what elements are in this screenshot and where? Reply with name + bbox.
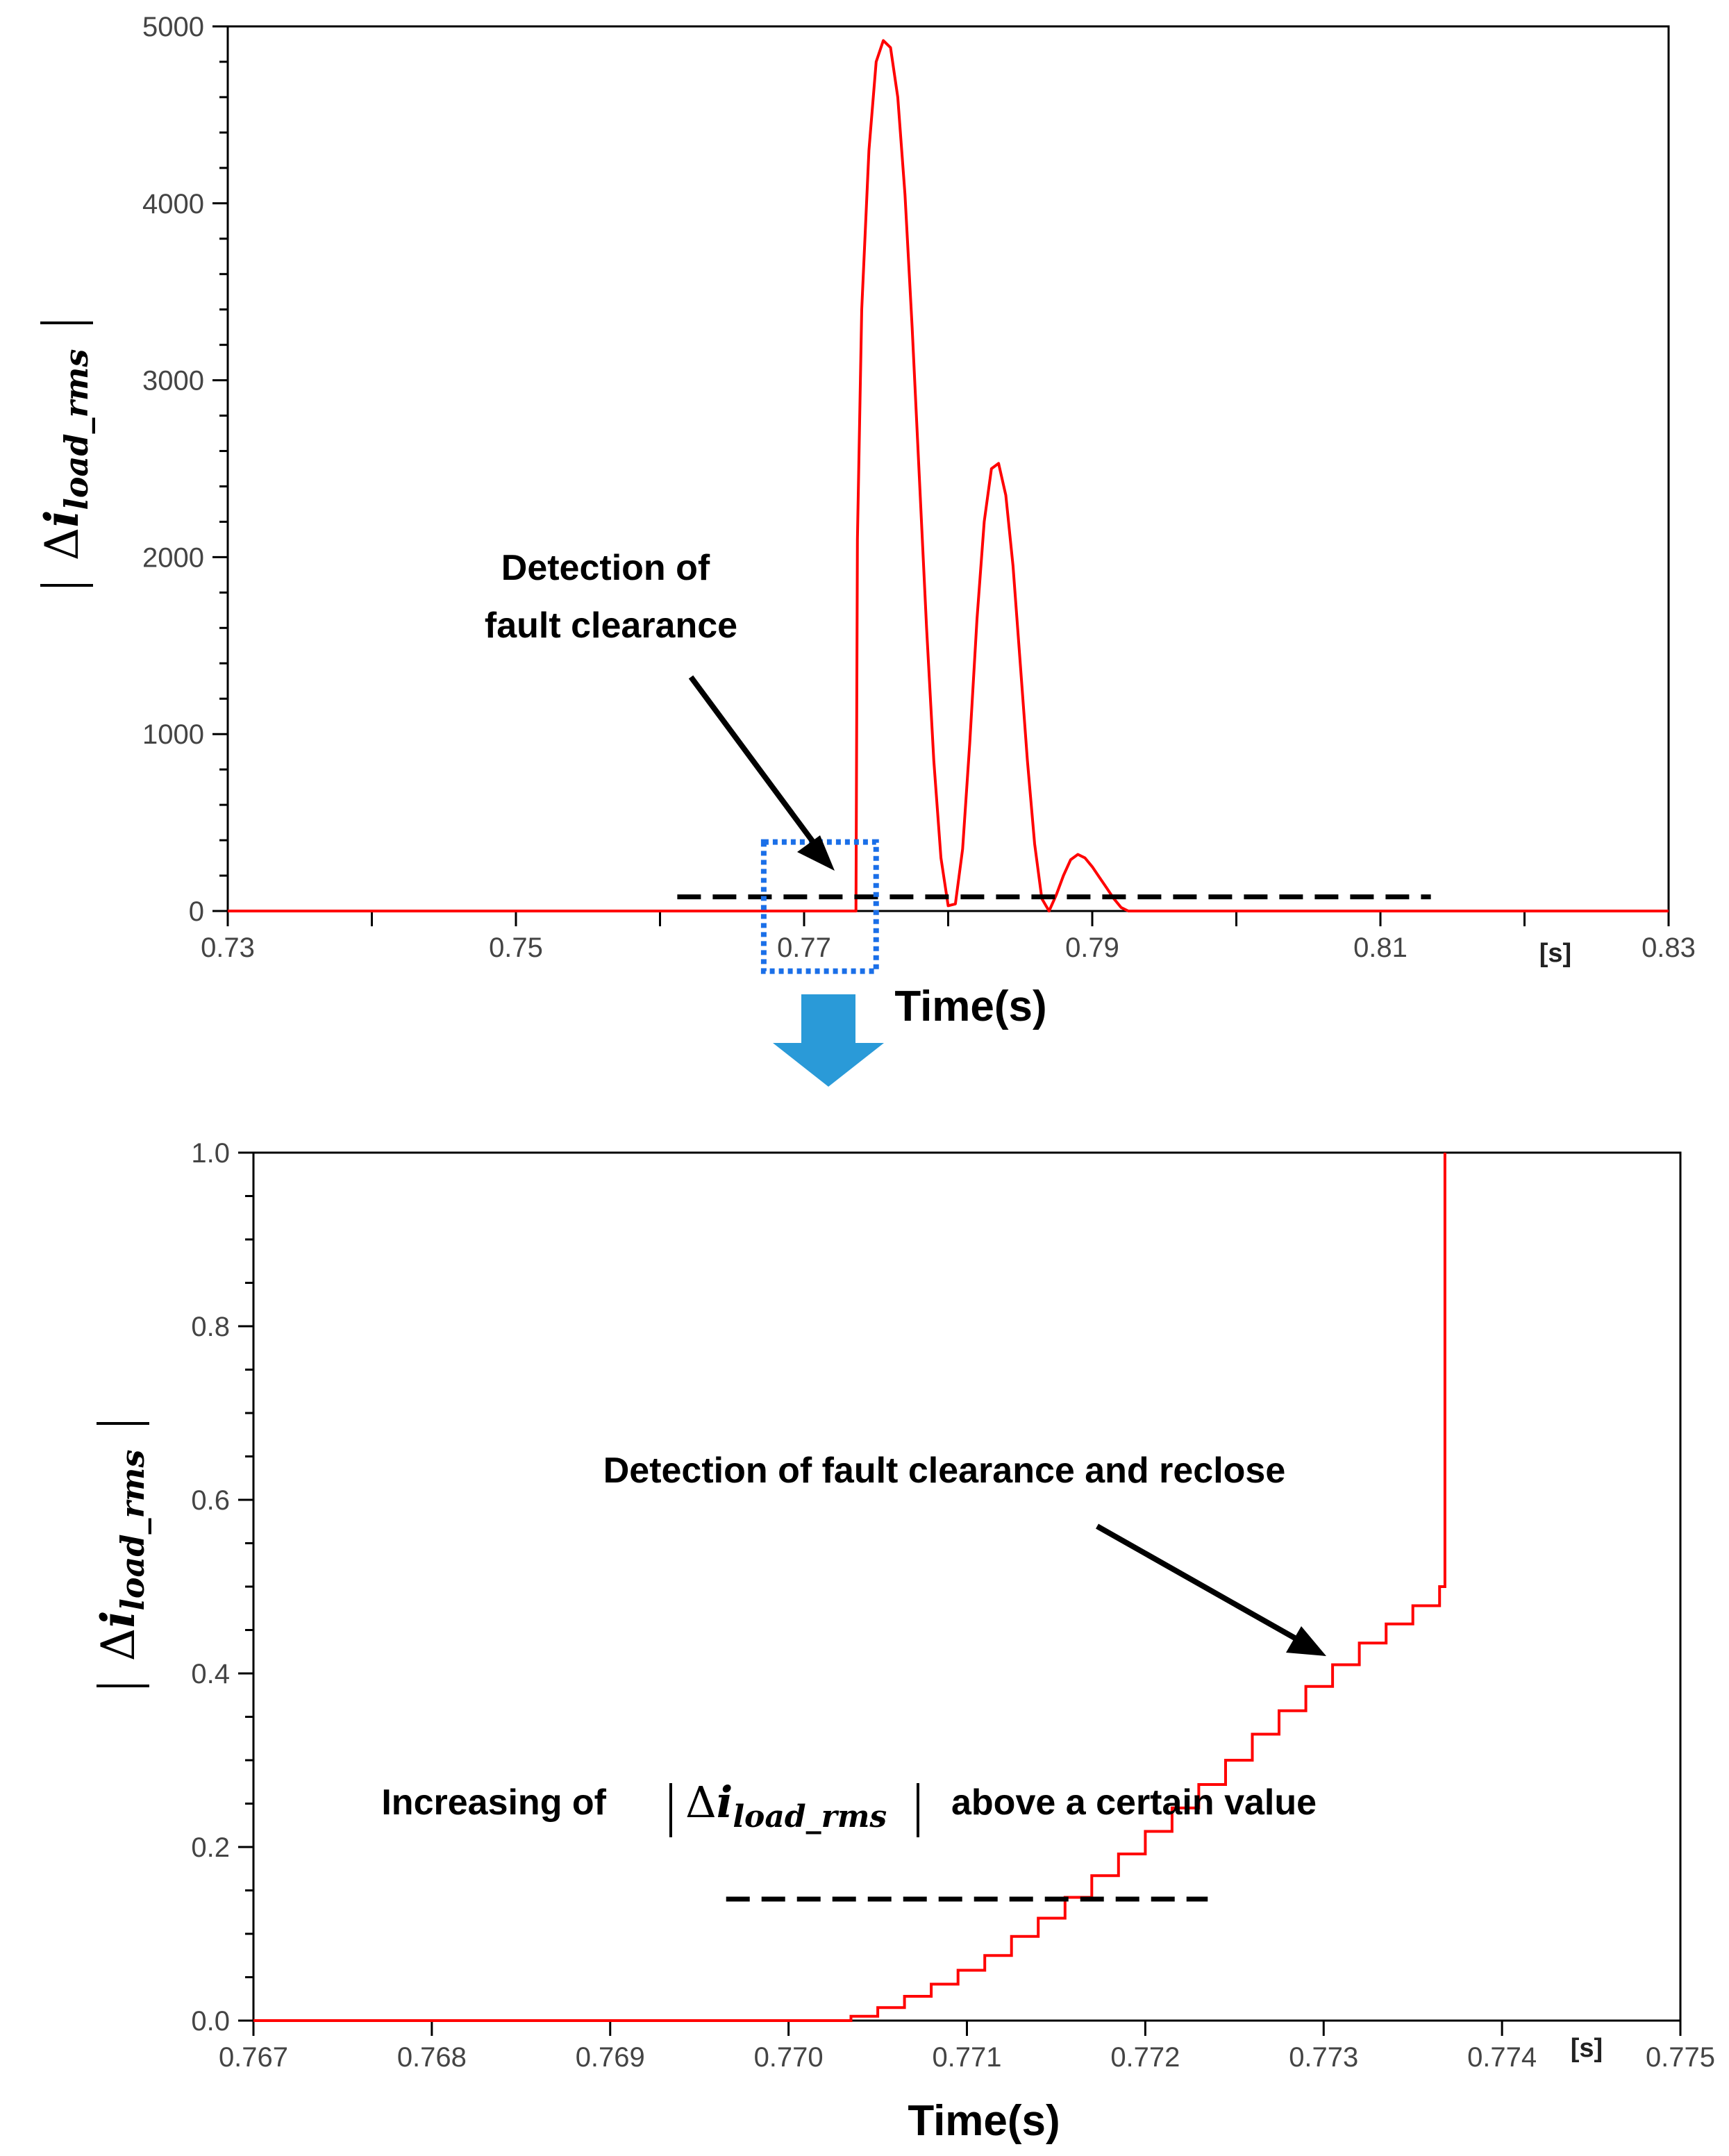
y-tick-label: 1000 [142, 719, 204, 750]
svg-text:Δiload_rms: Δiload_rms [91, 1450, 151, 1662]
y-tick-label: 0.8 [191, 1312, 230, 1342]
chart-top-x-axis-label: Time(s) [894, 983, 1046, 1030]
chart-bottom: 0.00.20.40.60.81.0 0.767 0.768 0.769 0.770 0… [91, 1138, 1715, 2145]
y-tick-label: 0.4 [191, 1659, 230, 1689]
chart-bottom-x-unit: [s] [1571, 2034, 1603, 2063]
chart-bottom-x-ticks: 0.767 0.768 0.769 0.770 0.771 0.772 0.773 0.774… [219, 2021, 1715, 2073]
svg-text:Δiload_rms: Δiload_rms [35, 349, 95, 561]
chart-top-x-ticks: 0.73 0.75 0.77 0.79 0.81 0.83 [201, 911, 1696, 963]
y-tick-label: 0.6 [191, 1485, 230, 1516]
chart-top-annotation-arrow [688, 675, 835, 871]
chart-bottom-annotation-arrow [1096, 1523, 1326, 1656]
y-tick-label: 3000 [142, 366, 204, 396]
x-tick-label: 0.79 [1065, 933, 1119, 963]
x-tick-label: 0.83 [1642, 933, 1696, 963]
y-tick-label: 0 [189, 896, 204, 927]
chart-top-annotation-line1: Detection of [501, 548, 710, 588]
y-tick-label: 2000 [142, 542, 204, 573]
y-tick-label: 1.0 [191, 1138, 230, 1169]
chart-top-annotation-line2: fault clearance [485, 605, 737, 646]
x-tick-label: 0.775 [1646, 2042, 1715, 2073]
chart-bottom-annotation-mid: Increasing of Δiload_rms above a certain… [381, 1777, 1317, 1837]
x-tick-label: 0.772 [1110, 2042, 1180, 2073]
chart-top-series-line [228, 39, 1669, 912]
chart-top-y-axis-label: Δiload_rms [35, 321, 95, 587]
x-tick-label: 0.77 [777, 933, 831, 963]
zoom-down-arrow [773, 994, 884, 1087]
y-tick-label: 5000 [142, 12, 204, 42]
y-tick-label: 0.2 [191, 1832, 230, 1863]
x-tick-label: 0.73 [201, 933, 255, 963]
chart-bottom-annotation-top: Detection of fault clearance and reclose [603, 1451, 1286, 1491]
x-tick-label: 0.768 [397, 2042, 467, 2073]
chart-bottom-annotation-mid-symbol: Δiload_rms [685, 1777, 887, 1835]
x-tick-label: 0.771 [932, 2042, 1001, 2073]
x-tick-label: 0.81 [1353, 933, 1408, 963]
chart-top-plot-frame [226, 25, 1670, 912]
chart-bottom-annotation-mid-before: Increasing of [381, 1782, 606, 1823]
x-tick-label: 0.75 [489, 933, 543, 963]
chart-bottom-y-axis-label: Δiload_rms [91, 1422, 151, 1687]
chart-bottom-plot-frame [252, 1151, 1682, 2022]
y-tick-label: 0.0 [191, 2006, 230, 2037]
x-tick-label: 0.767 [219, 2042, 288, 2073]
chart-bottom-x-axis-label: Time(s) [908, 2097, 1060, 2145]
x-tick-label: 0.773 [1289, 2042, 1358, 2073]
chart-top-x-unit: [s] [1539, 939, 1571, 968]
chart-bottom-series-line [253, 1153, 1446, 2022]
chart-bottom-y-ticks: 0.0 0.2 0.4 0.6 0.8 1.0 [191, 1138, 253, 2037]
x-tick-label: 0.770 [754, 2042, 824, 2073]
chart-top-y-ticks: 0 1000 2000 3000 4000 5000 [142, 12, 228, 927]
chart-bottom-annotation-mid-after: above a certain value [951, 1782, 1317, 1823]
x-tick-label: 0.774 [1467, 2042, 1537, 2073]
x-tick-label: 0.769 [576, 2042, 645, 2073]
y-tick-label: 4000 [142, 189, 204, 219]
